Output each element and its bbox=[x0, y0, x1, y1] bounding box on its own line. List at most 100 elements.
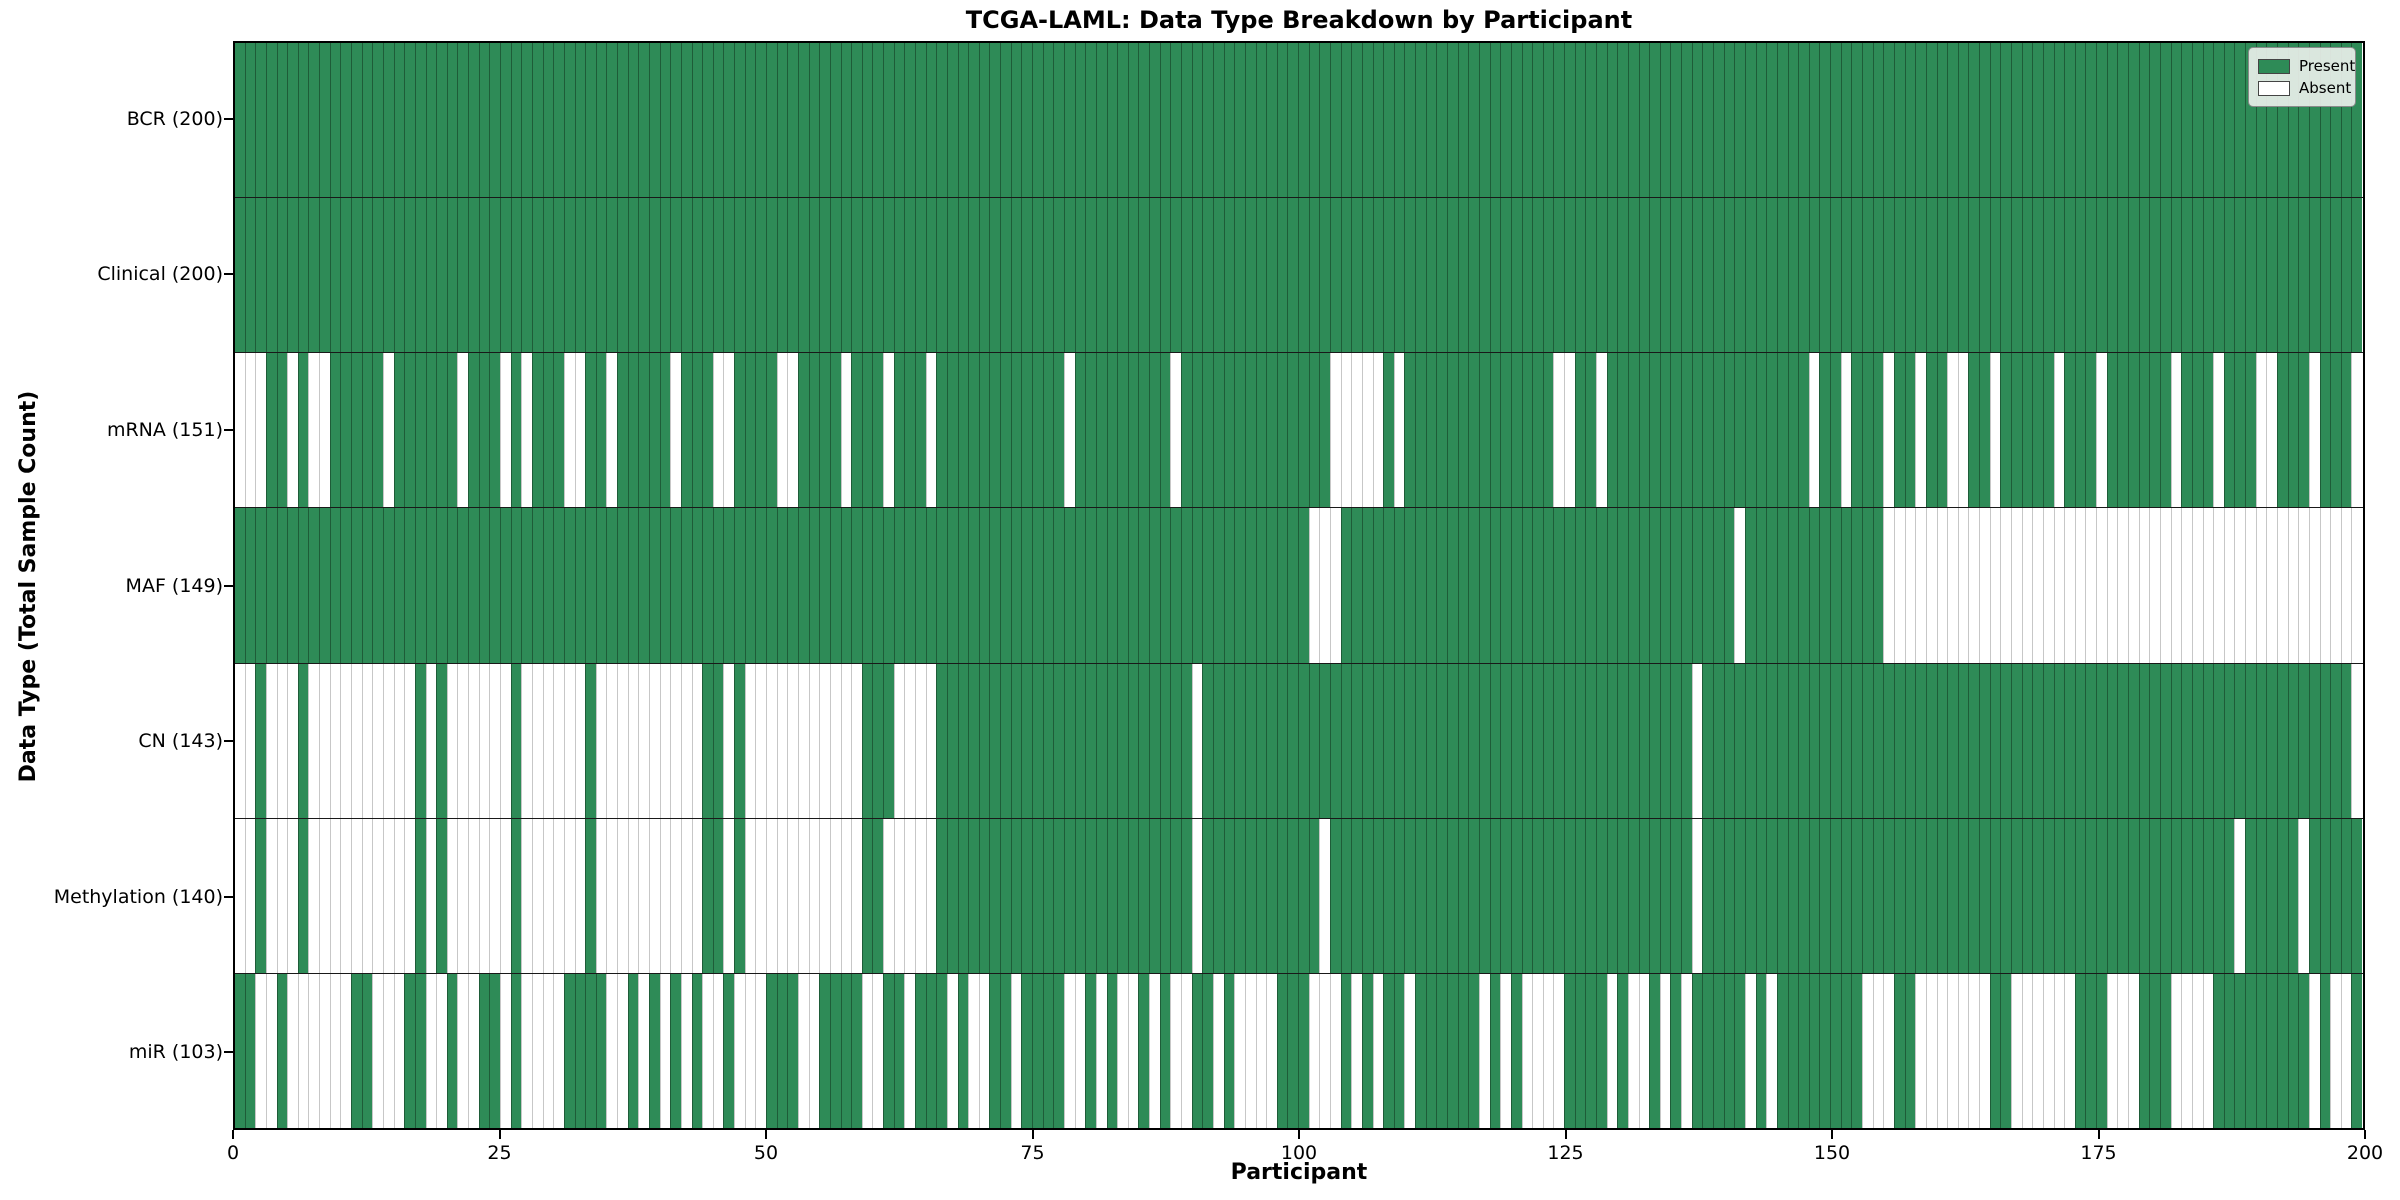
cell bbox=[2074, 663, 2086, 818]
cell bbox=[510, 973, 522, 1128]
cell bbox=[1532, 508, 1543, 663]
cell bbox=[1510, 818, 1522, 973]
cell bbox=[1053, 663, 1064, 818]
cell bbox=[1989, 973, 2001, 1128]
cell bbox=[915, 973, 926, 1128]
cell bbox=[1063, 198, 1075, 353]
cell bbox=[1095, 43, 1107, 198]
cell bbox=[872, 973, 884, 1128]
cell bbox=[1329, 353, 1341, 508]
cell bbox=[1478, 973, 1490, 1128]
cell bbox=[883, 818, 894, 973]
cell bbox=[1202, 663, 1213, 818]
cell bbox=[1915, 353, 1926, 508]
cell bbox=[1883, 353, 1894, 508]
cell bbox=[1840, 818, 1852, 973]
cell bbox=[1925, 508, 1937, 663]
cell bbox=[883, 973, 894, 1128]
cell bbox=[1968, 818, 1980, 973]
cell bbox=[2340, 43, 2352, 198]
cell bbox=[1095, 353, 1107, 508]
cell bbox=[585, 818, 596, 973]
cell bbox=[1691, 353, 1703, 508]
cell bbox=[2277, 663, 2288, 818]
cell bbox=[1521, 198, 1533, 353]
cell bbox=[734, 353, 745, 508]
cell bbox=[382, 818, 394, 973]
cell bbox=[1585, 818, 1596, 973]
cell bbox=[1989, 43, 2001, 198]
cell bbox=[1606, 663, 1618, 818]
cell bbox=[1883, 973, 1894, 1128]
cell bbox=[691, 663, 703, 818]
cell bbox=[1149, 508, 1160, 663]
cell bbox=[1819, 508, 1831, 663]
cell bbox=[617, 508, 628, 663]
cell bbox=[1638, 508, 1650, 663]
cell bbox=[1883, 508, 1894, 663]
cell bbox=[2042, 508, 2054, 663]
cell bbox=[2330, 973, 2341, 1128]
cell bbox=[1617, 508, 1628, 663]
cell bbox=[606, 43, 618, 198]
cell bbox=[1074, 353, 1086, 508]
cell bbox=[617, 43, 628, 198]
cell bbox=[766, 198, 777, 353]
cell bbox=[2170, 663, 2182, 818]
cell bbox=[1266, 663, 1277, 818]
heatmap-row-Methylation bbox=[235, 817, 2363, 973]
cell bbox=[1840, 353, 1852, 508]
cell bbox=[1872, 663, 1884, 818]
cell bbox=[840, 43, 852, 198]
cell bbox=[2117, 198, 2129, 353]
cell bbox=[1776, 818, 1788, 973]
cell bbox=[425, 663, 437, 818]
cell bbox=[1223, 508, 1235, 663]
cell bbox=[1542, 818, 1554, 973]
cell bbox=[734, 663, 745, 818]
y-tick-label: miR (103) bbox=[128, 1041, 223, 1064]
cell bbox=[2085, 43, 2097, 198]
cell bbox=[2085, 198, 2097, 353]
cell bbox=[1468, 973, 1479, 1128]
cell bbox=[1489, 353, 1501, 508]
cell bbox=[936, 663, 947, 818]
cell bbox=[1383, 973, 1394, 1128]
cell bbox=[1404, 353, 1416, 508]
cell bbox=[2277, 818, 2288, 973]
cell bbox=[1681, 818, 1692, 973]
cell bbox=[1893, 508, 1905, 663]
cell bbox=[1744, 508, 1756, 663]
cell bbox=[1042, 973, 1054, 1128]
cell bbox=[1276, 353, 1288, 508]
cell bbox=[723, 43, 735, 198]
cell bbox=[265, 663, 277, 818]
cell bbox=[797, 663, 809, 818]
cell bbox=[521, 353, 532, 508]
cell bbox=[1415, 43, 1426, 198]
cell bbox=[2128, 43, 2139, 198]
cell bbox=[287, 43, 298, 198]
cell bbox=[936, 198, 947, 353]
cell bbox=[1564, 43, 1575, 198]
cell bbox=[1851, 508, 1863, 663]
cell bbox=[2266, 508, 2277, 663]
cell bbox=[414, 973, 426, 1128]
cell bbox=[2000, 663, 2011, 818]
cell bbox=[2266, 353, 2277, 508]
cell bbox=[585, 508, 596, 663]
cell bbox=[2234, 353, 2246, 508]
cell bbox=[2032, 818, 2043, 973]
cell bbox=[936, 973, 947, 1128]
cell bbox=[1266, 973, 1277, 1128]
cell bbox=[2181, 973, 2192, 1128]
cell bbox=[2149, 353, 2160, 508]
cell bbox=[840, 973, 852, 1128]
cell bbox=[1830, 818, 1841, 973]
cell bbox=[393, 973, 405, 1128]
cell bbox=[2149, 508, 2160, 663]
cell bbox=[1223, 353, 1235, 508]
cell bbox=[2255, 663, 2267, 818]
cell bbox=[2106, 508, 2118, 663]
cell bbox=[734, 508, 745, 663]
